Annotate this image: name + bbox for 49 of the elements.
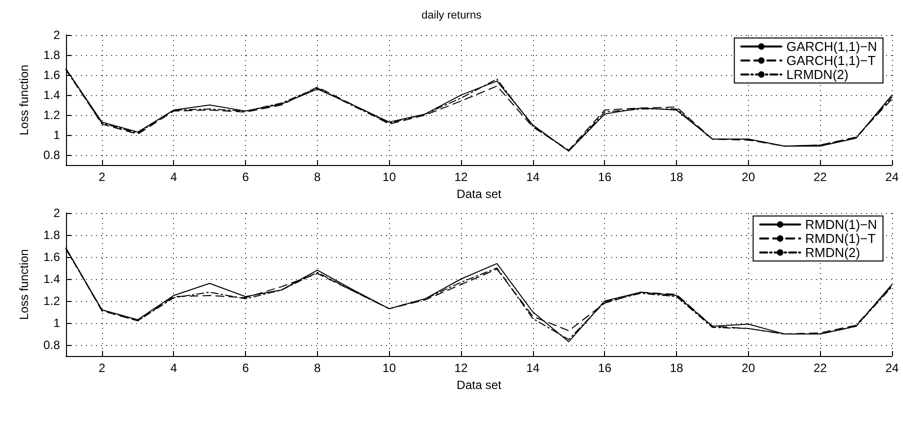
x-tick-label: 12	[454, 170, 468, 184]
y-tick-label: 1.8	[43, 48, 60, 62]
x-axis-title: Data set	[456, 187, 502, 201]
y-tick-label: 1.4	[43, 88, 60, 102]
y-tick-label: 1.6	[43, 68, 60, 82]
x-tick-label: 8	[314, 170, 322, 184]
y-tick-label: 2	[53, 206, 60, 220]
x-tick-label: 12	[454, 361, 468, 375]
y-tick-label: 1.6	[43, 250, 60, 264]
x-tick-label: 2	[98, 170, 106, 184]
x-tick-label: 20	[742, 361, 756, 375]
y-axis-title: Loss function	[17, 249, 31, 320]
x-tick-label: 18	[670, 361, 684, 375]
legend-label: RMDN(1)−N	[805, 217, 878, 232]
x-axis-title: Data set	[456, 378, 502, 392]
x-tick-label: 24	[885, 361, 899, 375]
chart-title: daily returns	[422, 10, 482, 22]
x-tick-label: 24	[885, 170, 899, 184]
y-tick-label: 1.8	[43, 228, 60, 242]
y-tick-label: 1	[53, 128, 60, 142]
legend-label: GARCH(1,1)−N	[786, 39, 878, 54]
y-tick-label: 1.4	[43, 272, 60, 286]
x-tick-label: 2	[98, 361, 106, 375]
x-tick-label: 14	[526, 361, 540, 375]
y-axis-title: Loss function	[17, 64, 31, 136]
y-tick-label: 1.2	[43, 108, 60, 122]
x-tick-label: 22	[813, 170, 828, 184]
y-tick-label: 0.8	[43, 338, 60, 352]
x-tick-label: 20	[742, 170, 756, 184]
legend-label: RMDN(1)−T	[805, 231, 876, 246]
x-tick-label: 10	[382, 361, 396, 375]
y-tick-label: 0.8	[43, 148, 60, 162]
x-tick-label: 8	[314, 361, 322, 375]
x-tick-label: 6	[242, 361, 250, 375]
y-tick-label: 2	[53, 28, 60, 42]
x-tick-label: 6	[242, 170, 250, 184]
x-tick-label: 4	[170, 170, 178, 184]
x-tick-label: 4	[170, 361, 178, 375]
x-tick-label: 14	[526, 170, 540, 184]
x-tick-label: 16	[598, 361, 612, 375]
x-tick-label: 18	[670, 170, 684, 184]
x-tick-label: 16	[598, 170, 612, 184]
x-tick-label: 10	[382, 170, 396, 184]
y-tick-label: 1.2	[43, 294, 60, 308]
legend-label: RMDN(2)	[805, 245, 860, 260]
y-tick-label: 1	[53, 316, 60, 330]
legend-label: LRMDN(2)	[786, 67, 848, 82]
legend-label: GARCH(1,1)−T	[786, 53, 876, 68]
x-tick-label: 22	[813, 361, 828, 375]
